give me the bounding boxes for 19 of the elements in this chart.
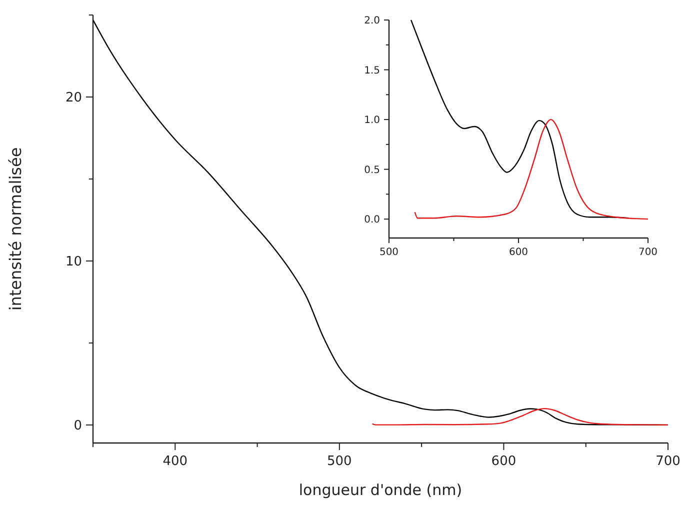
x-tick-label: 600 (508, 247, 528, 258)
y-tick-label: 10 (65, 254, 82, 270)
line-series (372, 408, 669, 426)
x-tick-label: 400 (162, 454, 188, 469)
x-tick-label: 500 (327, 454, 352, 469)
x-tick-label: 700 (656, 454, 680, 469)
y-tick-label: 20 (65, 90, 82, 106)
y-axis-title: intensité normalisée (6, 147, 25, 311)
line-series (414, 118, 649, 220)
x-axis-title: longueur d'onde (nm) (298, 481, 462, 499)
y-tick-label: 1.5 (364, 65, 380, 76)
y-tick-label: 2.0 (364, 16, 380, 26)
y-tick-label: 0.5 (364, 164, 380, 176)
y-tick-label: 1.0 (364, 115, 380, 126)
x-tick-label: 600 (491, 454, 516, 469)
text: 0.0 (364, 214, 380, 226)
x-tick-label: 500 (379, 247, 399, 258)
x-tick-label: 700 (638, 247, 658, 258)
y-tick-label: 0 (74, 418, 82, 434)
